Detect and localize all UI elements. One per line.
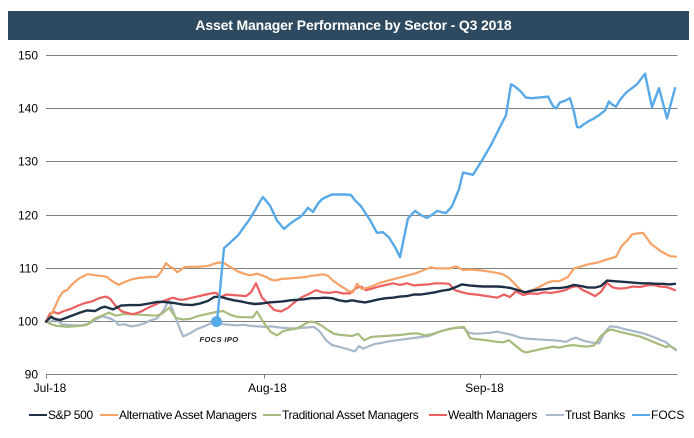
svg-text:S&P 500: S&P 500 [48, 408, 93, 422]
svg-text:140: 140 [18, 102, 38, 116]
svg-text:110: 110 [19, 262, 38, 276]
svg-text:Jul-18: Jul-18 [34, 381, 67, 395]
svg-text:Trust Banks: Trust Banks [565, 408, 625, 422]
svg-text:90: 90 [25, 368, 39, 382]
svg-text:FOCS: FOCS [651, 408, 684, 422]
svg-text:Traditional Asset Managers: Traditional Asset Managers [282, 408, 419, 422]
svg-text:130: 130 [18, 155, 38, 169]
svg-text:Alternative Asset Managers: Alternative Asset Managers [119, 408, 257, 422]
svg-text:Wealth Managers: Wealth Managers [448, 408, 537, 422]
svg-text:Sep-18: Sep-18 [465, 381, 504, 395]
svg-text:FOCS IPO: FOCS IPO [199, 335, 238, 344]
svg-text:120: 120 [18, 209, 38, 223]
svg-text:Aug-18: Aug-18 [248, 381, 287, 395]
svg-text:100: 100 [18, 315, 38, 329]
svg-text:150: 150 [18, 49, 38, 63]
